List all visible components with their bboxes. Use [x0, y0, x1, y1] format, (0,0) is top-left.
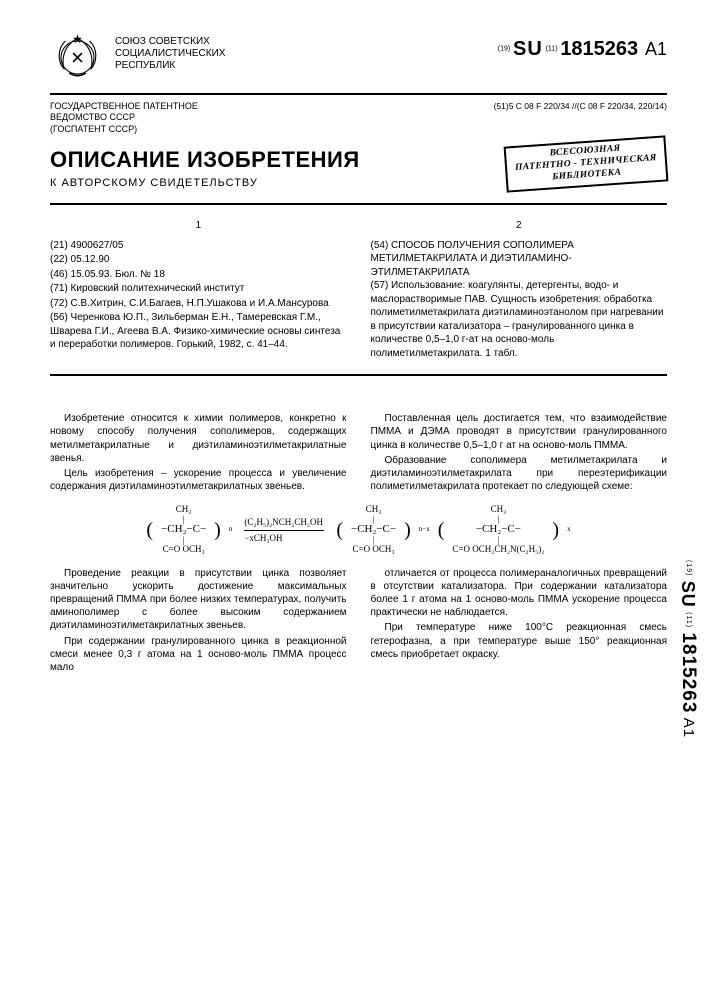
- field-46: (46) 15.05.93. Бюл. № 18: [50, 268, 347, 282]
- chemical-scheme: ( CH₃ | −CH₂−C− | C=O OCH₃ )n (C₂H₅)₂NCH…: [50, 505, 667, 554]
- publication-id: (19) SU (11) 1815263 A1: [498, 30, 667, 63]
- library-stamp: ВСЕСОЮЗНАЯ ПАТЕНТНО - ТЕХНИЧЕСКАЯ БИБЛИО…: [504, 135, 669, 192]
- field-21: (21) 4900627/05: [50, 239, 347, 253]
- ipc-code: (51)5 C 08 F 220/34 //(C 08 F 220/34, 22…: [494, 101, 667, 135]
- body-column-left-2: Проведение реакции в присутствии цинка п…: [50, 567, 347, 677]
- agency-text: ГОСУДАРСТВЕННОЕ ПАТЕНТНОЕ ВЕДОМСТВО СССР…: [50, 101, 198, 135]
- body-column-right-2: отличается от процесса полимераналогичны…: [371, 567, 668, 677]
- divider: [50, 374, 667, 376]
- side-publication-id: (19) SU (11) 1815263 A1: [675, 560, 701, 738]
- body-column-right: Поставленная цель достигается тем, что в…: [371, 412, 668, 495]
- field-57: (57) Использование: коагулянты, детерген…: [371, 279, 668, 360]
- document-title: ОПИСАНИЕ ИЗОБРЕТЕНИЯ: [50, 145, 495, 175]
- field-56: (56) Черенкова Ю.П., Зильберман Е.Н., Та…: [50, 311, 347, 352]
- divider: [50, 93, 667, 95]
- union-text: СОЮЗ СОВЕТСКИХ СОЦИАЛИСТИЧЕСКИХ РЕСПУБЛИ…: [115, 30, 498, 72]
- field-54: (54) СПОСОБ ПОЛУЧЕНИЯ СОПОЛИМЕРА МЕТИЛМЕ…: [371, 239, 668, 280]
- field-72: (72) С.В.Хитрин, С.И.Багаев, Н.П.Ушакова…: [50, 297, 347, 311]
- divider: [50, 203, 667, 205]
- field-71: (71) Кировский политехнический институт: [50, 282, 347, 296]
- biblio-column-left: 1 (21) 4900627/05 (22) 05.12.90 (46) 15.…: [50, 219, 347, 360]
- body-column-left: Изобретение относится к химии полимеров,…: [50, 412, 347, 495]
- biblio-column-right: 2 (54) СПОСОБ ПОЛУЧЕНИЯ СОПОЛИМЕРА МЕТИЛ…: [371, 219, 668, 360]
- ussr-emblem-icon: [50, 30, 105, 85]
- field-22: (22) 05.12.90: [50, 253, 347, 267]
- document-subtitle: К АВТОРСКОМУ СВИДЕТЕЛЬСТВУ: [50, 176, 495, 191]
